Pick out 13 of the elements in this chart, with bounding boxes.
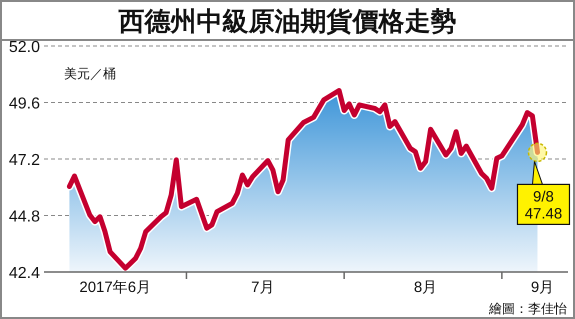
- x-tick-label: 7月: [251, 279, 274, 296]
- y-tick-label: 44.8: [8, 208, 40, 226]
- y-tick-label: 42.4: [8, 265, 40, 282]
- annotation: 9/8 47.48: [524, 188, 562, 222]
- text: 繪圖：李佳怡: [488, 301, 567, 316]
- chart-title: 西德州中級原油期貨價格走勢: [118, 6, 456, 36]
- y-tick-label: 49.6: [8, 96, 40, 112]
- x-tick-label: 8月: [414, 279, 438, 296]
- x-tick-label: 2017年6月: [79, 279, 152, 296]
- y-tick-label: 52.0: [8, 39, 40, 56]
- y-axis-title: 美元／桶: [64, 66, 116, 81]
- x-tick-label: 9月: [530, 279, 554, 296]
- y-tick-label: 47.2: [8, 152, 40, 169]
